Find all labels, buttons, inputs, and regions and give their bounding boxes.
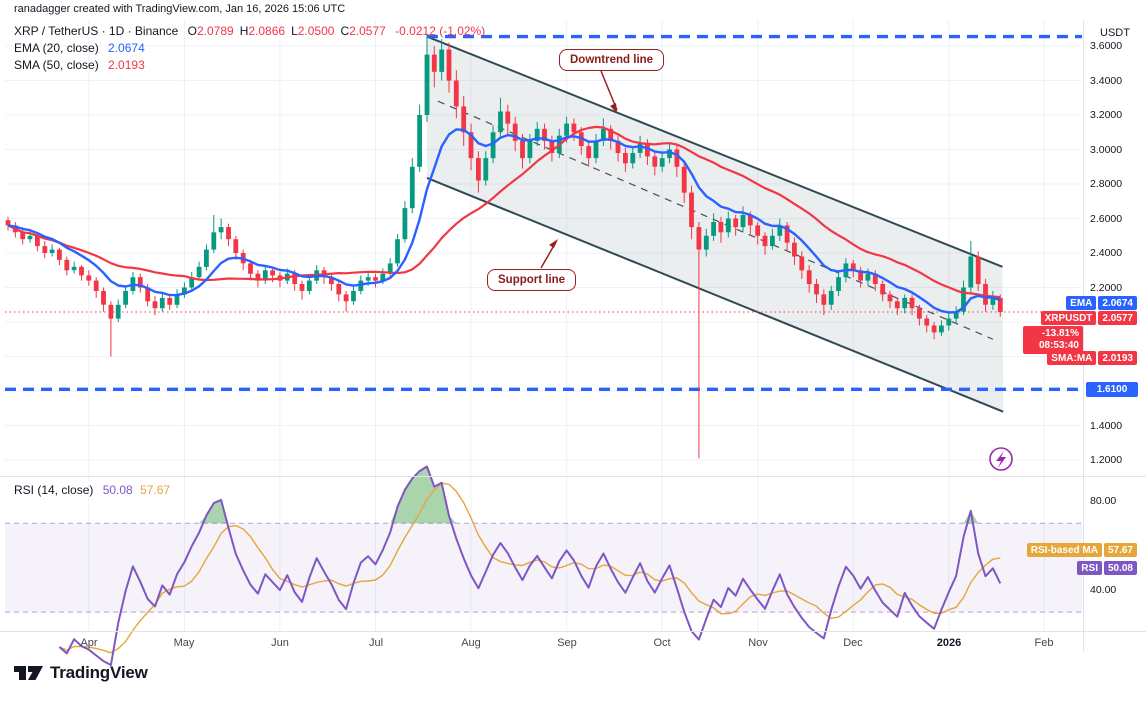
- time-axis-label: Dec: [843, 637, 863, 649]
- rsi-legend-row[interactable]: RSI (14, close) 50.08 57.67: [14, 483, 170, 497]
- sma-price-badge: SMA:MA 2.0193: [1047, 351, 1137, 365]
- ohlc-values: O2.0789 H2.0866 L2.0500 C2.0577: [182, 24, 386, 38]
- last-badge-value: 2.0577: [1098, 311, 1137, 325]
- attribution-text: ranadagger created with TradingView.com,…: [14, 3, 346, 15]
- support-line-callout[interactable]: Support line: [487, 269, 577, 291]
- ema-badge-name: EMA: [1066, 296, 1097, 310]
- rsi-value: 50.08: [102, 483, 133, 497]
- change-value: -0.0212 (-1.02%): [395, 24, 486, 38]
- sma-value: 2.0193: [108, 58, 145, 72]
- ohlc-val: 2.0866: [248, 24, 286, 38]
- price-axis-label: 2.8000: [1090, 178, 1123, 190]
- price-axis-label: 2.6000: [1090, 213, 1123, 225]
- countdown-percent: -13.81%: [1041, 328, 1079, 339]
- symbol-row[interactable]: XRP / TetherUS · 1D · Binance O2.0789 H2.…: [14, 23, 485, 39]
- ema-value: 2.0674: [108, 41, 145, 55]
- ohlc-val: 2.0789: [196, 24, 234, 38]
- time-axis-label: May: [173, 637, 195, 649]
- time-axis-label: 2026: [936, 637, 962, 649]
- ohlc-val: 2.0500: [297, 24, 335, 38]
- bar-countdown-badge: -13.81% 08:53:40: [1023, 326, 1083, 354]
- ohlc-val: 2.0577: [349, 24, 386, 38]
- rsi-ma-badge-value: 57.67: [1103, 543, 1137, 557]
- price-axis-label: 2.2000: [1090, 282, 1123, 294]
- price-axis-label: 1.2000: [1090, 454, 1123, 466]
- ohlc-key: C: [340, 24, 350, 38]
- lightning-button[interactable]: [989, 447, 1013, 471]
- sma-badge-name: SMA:MA: [1047, 351, 1097, 365]
- time-axis-label: Aug: [461, 637, 481, 649]
- last-badge-name: XRPUSDT: [1040, 311, 1097, 325]
- countdown-timer: 08:53:40: [1038, 340, 1079, 351]
- time-axis-label: Nov: [748, 637, 768, 649]
- downtrend-line-callout[interactable]: Downtrend line: [559, 49, 665, 71]
- symbol-title: XRP / TetherUS · 1D · Binance: [14, 24, 179, 38]
- time-axis-label: Apr: [80, 637, 98, 649]
- time-axis-label: Oct: [653, 637, 671, 649]
- price-axis-currency: USDT: [1100, 27, 1130, 39]
- rsi-ma-badge-name: RSI-based MA: [1026, 543, 1102, 557]
- time-axis-label: Jul: [368, 637, 384, 649]
- last-price-badge: XRPUSDT 2.0577: [1040, 311, 1137, 325]
- rsi-label: RSI (14, close): [14, 483, 94, 497]
- price-axis-label: 1.4000: [1090, 420, 1123, 432]
- price-axis-label: 3.4000: [1090, 75, 1123, 87]
- rsi-badge-value: 50.08: [1103, 561, 1137, 575]
- ohlc-key: O: [187, 24, 197, 38]
- support-level-badge: 1.6100: [1086, 382, 1138, 397]
- ema-badge-value: 2.0674: [1098, 296, 1137, 310]
- rsi-badge: RSI 50.08: [1077, 561, 1137, 575]
- time-axis-label: Feb: [1034, 637, 1054, 649]
- price-axis-label: 2.4000: [1090, 247, 1123, 259]
- price-axis-label: 3.6000: [1090, 40, 1123, 52]
- ohlc-key: H: [239, 24, 249, 38]
- tradingview-footer[interactable]: TradingView: [14, 663, 148, 683]
- ema-label: EMA (20, close): [14, 41, 99, 55]
- rsi-ma-badge: RSI-based MA 57.67: [1026, 543, 1137, 557]
- tradingview-brand-text: TradingView: [50, 663, 148, 682]
- ohlc-key: L: [291, 24, 298, 38]
- rsi-badge-name: RSI: [1077, 561, 1102, 575]
- sma-label: SMA (50, close): [14, 58, 99, 72]
- sma-badge-value: 2.0193: [1098, 351, 1137, 365]
- time-axis-label: Jun: [271, 637, 289, 649]
- price-axis-label: 3.0000: [1090, 144, 1123, 156]
- price-axis-label: 3.2000: [1090, 109, 1123, 121]
- time-axis-label: Sep: [557, 637, 577, 649]
- sma-legend-row[interactable]: SMA (50, close) 2.0193: [14, 57, 485, 73]
- rsi-axis-label: 40.00: [1090, 584, 1117, 596]
- rsi-axis-label: 80.00: [1090, 495, 1117, 507]
- tradingview-logo-icon: [14, 666, 43, 680]
- ema-price-badge: EMA 2.0674: [1066, 296, 1137, 310]
- rsi-ma-value: 57.67: [140, 483, 171, 497]
- ema-legend-row[interactable]: EMA (20, close) 2.0674: [14, 40, 485, 56]
- chart-legend: XRP / TetherUS · 1D · Binance O2.0789 H2.…: [14, 23, 485, 74]
